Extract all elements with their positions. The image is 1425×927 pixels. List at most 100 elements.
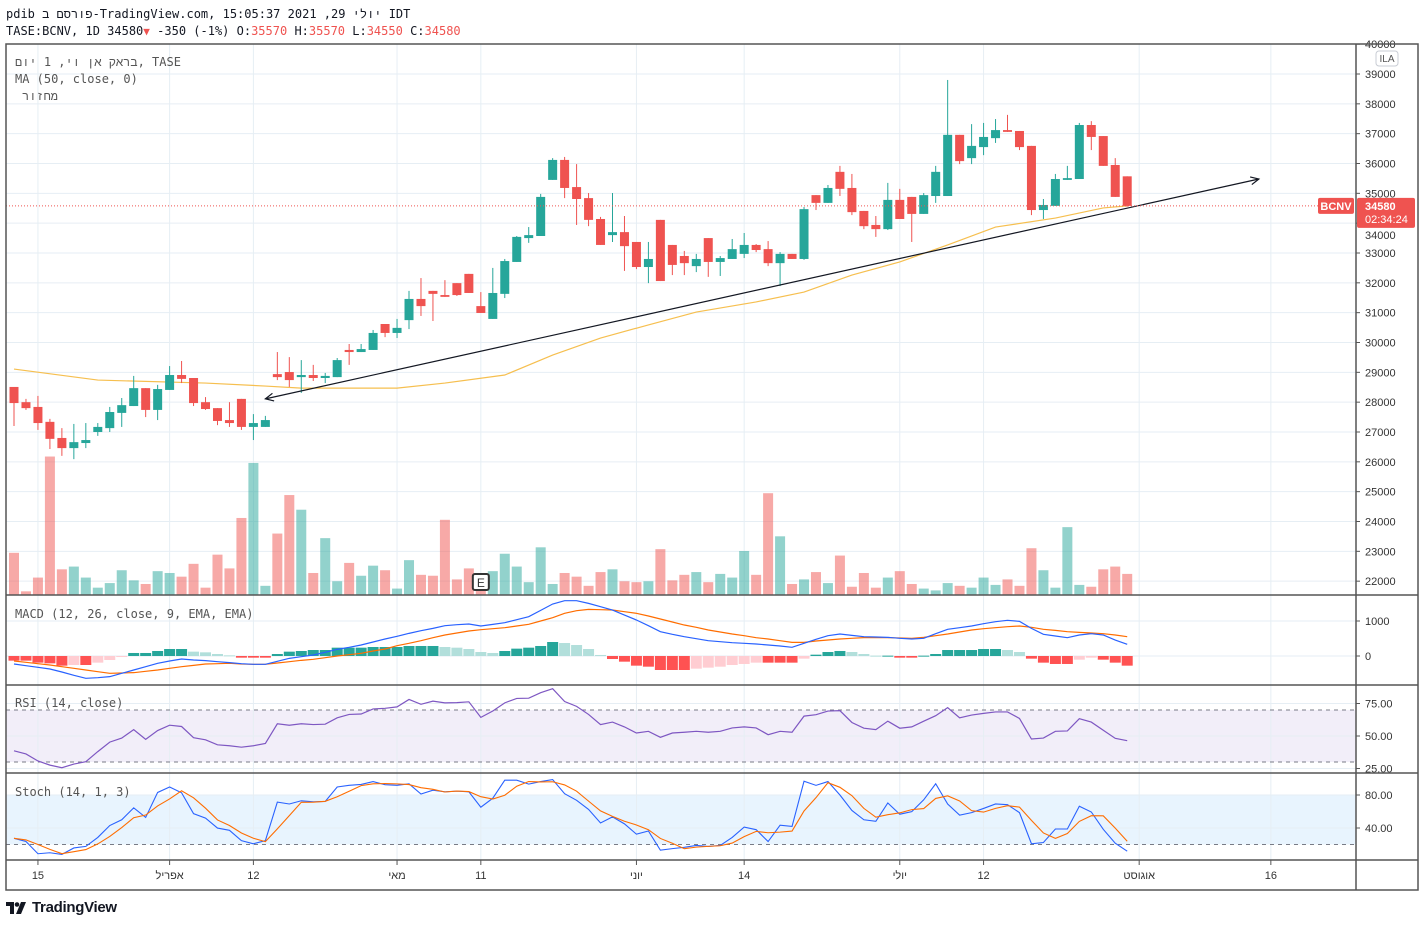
candle <box>201 397 211 410</box>
macd-histogram-bar <box>654 656 666 670</box>
macd-histogram-bar <box>966 650 978 656</box>
candle-body <box>955 134 965 162</box>
candle <box>308 364 318 381</box>
close-label: C: <box>410 24 425 38</box>
currency-badge-bg[interactable] <box>1375 50 1399 67</box>
macd-histogram-bar <box>906 656 918 658</box>
x-axis-label: 14 <box>738 870 750 882</box>
macd-histogram-bar <box>918 655 930 657</box>
volume-bar <box>1122 573 1133 595</box>
macd-histogram-bar <box>822 652 834 656</box>
price-axis-label: 26000 <box>1365 457 1396 469</box>
macd-histogram-bar <box>92 656 104 663</box>
candle-body <box>452 283 462 296</box>
legend-volume[interactable]: מחזור <box>22 89 59 103</box>
macd-histogram-bar <box>511 648 523 656</box>
volume-bar <box>858 572 869 595</box>
stoch-legend[interactable]: Stoch (14, 1, 3) <box>15 785 131 799</box>
macd-histogram-bar <box>80 656 92 665</box>
volume-bar <box>248 462 259 595</box>
candle-body <box>1062 178 1072 180</box>
macd-histogram-bar <box>487 652 499 656</box>
candle-body <box>572 187 582 200</box>
close-value: 34580 <box>424 24 461 38</box>
macd-histogram-bar <box>810 654 822 656</box>
macd-histogram-bar <box>415 645 427 656</box>
macd-histogram-bar <box>247 656 259 658</box>
price-axis-label: 33000 <box>1365 248 1396 260</box>
candle-body <box>751 244 761 251</box>
candle-body <box>1086 125 1096 137</box>
earnings-marker-bg[interactable] <box>471 573 490 591</box>
macd-histogram-bar <box>535 645 547 656</box>
volume-bar <box>834 555 845 595</box>
chart-frame <box>5 43 1419 891</box>
legend-ma[interactable]: MA (50, close, 0) <box>15 72 138 86</box>
candle <box>859 210 869 230</box>
candle-body <box>907 196 917 214</box>
volume-bar <box>80 577 91 595</box>
macd-histogram-bar <box>235 656 247 658</box>
macd-histogram-bar <box>786 656 798 663</box>
candle <box>679 250 689 276</box>
macd-histogram-bar <box>403 645 415 656</box>
candle <box>9 386 19 427</box>
candle-body <box>344 349 354 353</box>
volume-bar <box>822 583 833 595</box>
x-axis-label: 11 <box>475 870 486 882</box>
candle <box>811 195 821 211</box>
macd-histogram-bar <box>8 656 20 661</box>
trend-line[interactable] <box>265 178 1260 400</box>
candle-body <box>33 406 43 424</box>
candle-body <box>727 249 737 259</box>
rsi-legend[interactable]: RSI (14, close) <box>15 696 124 710</box>
tradingview-logo-text: TradingView <box>32 899 117 916</box>
candle <box>344 343 354 365</box>
volume-bar <box>32 577 43 595</box>
macd-histogram-bar <box>1061 656 1073 664</box>
open-value: 35570 <box>251 24 288 38</box>
volume-bar <box>236 517 247 595</box>
candle-body <box>979 136 989 148</box>
candle-body <box>201 402 211 410</box>
candle-body <box>799 209 809 259</box>
candle-body <box>117 405 127 413</box>
ma50-line <box>13 205 1128 389</box>
x-axis-label: 15 <box>32 870 44 882</box>
macd-histogram-bar <box>547 642 559 656</box>
candle <box>332 358 342 378</box>
macd-legend[interactable]: MACD (12, 26, close, 9, EMA, EMA) <box>15 607 254 621</box>
candle <box>69 423 79 460</box>
macd-histogram-bar <box>738 656 750 664</box>
volume-bar <box>547 583 558 595</box>
candle <box>835 165 845 197</box>
legend-title[interactable]: בראק אן וי, 1 יום, TASE <box>15 55 181 69</box>
macd-histogram-bar <box>200 652 212 656</box>
stoch-band <box>6 795 1356 845</box>
volume-bar <box>595 572 606 595</box>
high-value: 35570 <box>308 24 346 38</box>
earnings-marker[interactable]: E <box>477 576 485 590</box>
candle <box>907 196 917 242</box>
macd-histogram-bar <box>475 652 487 656</box>
volume-bar <box>1086 586 1097 595</box>
price-axis-label: 22000 <box>1365 576 1396 588</box>
macd-histogram-bar <box>990 649 1002 656</box>
volume-bar <box>128 580 139 595</box>
volume-bar <box>116 570 127 595</box>
trendline-left-arrow-icon <box>264 392 275 402</box>
candle-body <box>655 219 665 282</box>
currency-badge[interactable]: ILA <box>1379 54 1394 65</box>
macd-histogram-bar <box>319 650 331 656</box>
macd-histogram-bar <box>954 650 966 656</box>
volume-bar <box>20 591 31 595</box>
volume-bar <box>583 585 594 595</box>
macd-histogram-bar <box>690 656 702 669</box>
macd-histogram-bar <box>1109 656 1121 663</box>
volume-bar <box>870 587 881 595</box>
tradingview-logo[interactable]: TradingView <box>6 899 117 916</box>
rsi-line <box>13 687 1128 769</box>
volume-bar <box>559 572 570 595</box>
candle <box>703 238 713 277</box>
